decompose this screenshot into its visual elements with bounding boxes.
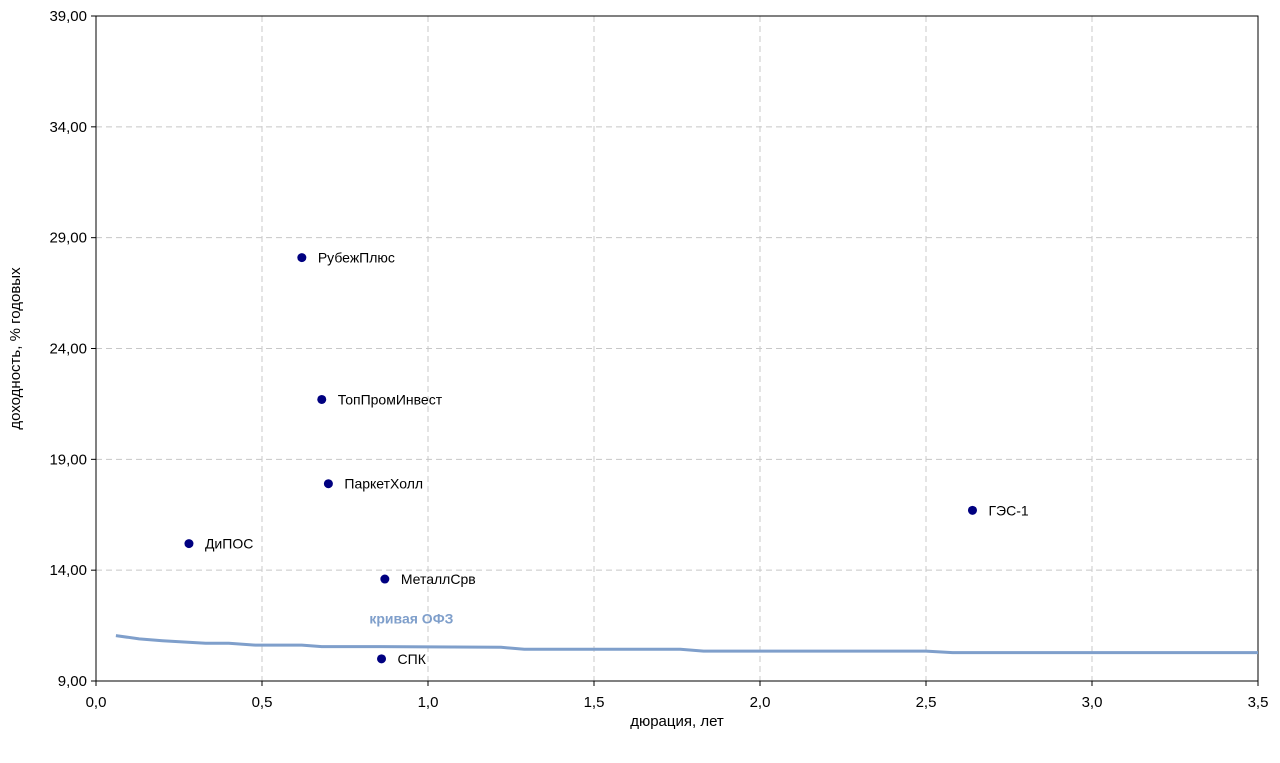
ofz-curve-label: кривая ОФЗ <box>369 610 453 626</box>
x-tick-label: 0,0 <box>86 694 107 711</box>
data-point <box>184 539 194 549</box>
y-tick-label: 14,00 <box>49 562 87 579</box>
x-axis-title: дюрация, лет <box>630 713 724 730</box>
y-axis-title: доходность, % годовых <box>7 267 24 430</box>
x-tick-label: 3,5 <box>1248 694 1269 711</box>
data-point-label: ДиПОС <box>205 536 253 552</box>
gridlines <box>96 16 1258 681</box>
y-tick-label: 9,00 <box>58 673 87 690</box>
data-point-label: СПК <box>398 651 427 667</box>
y-tick-label: 34,00 <box>49 119 87 136</box>
y-tick-label: 19,00 <box>49 451 87 468</box>
ofz-curve-line <box>115 634 1258 655</box>
x-tick-label: 2,5 <box>916 694 937 711</box>
x-tick-label: 2,0 <box>750 694 771 711</box>
bond-points-series: РубежПлюс ТопПромИнвест ПаркетХолл ДиПОС Мет… <box>184 250 1029 667</box>
data-point <box>297 253 307 263</box>
ofz-curve-series: кривая ОФЗ <box>115 610 1258 655</box>
data-point <box>377 654 387 664</box>
y-tick-label: 39,00 <box>49 8 87 25</box>
y-tick-label: 29,00 <box>49 230 87 247</box>
data-point <box>380 574 390 584</box>
data-point <box>317 394 327 404</box>
x-tick-label: 1,0 <box>418 694 439 711</box>
data-point-label: ПаркетХолл <box>344 476 423 492</box>
x-tick-label: 0,5 <box>252 694 273 711</box>
x-tick-label: 1,5 <box>584 694 605 711</box>
data-point <box>323 479 333 489</box>
x-tick-label: 3,0 <box>1082 694 1103 711</box>
data-point-label: МеталлСрв <box>401 571 476 587</box>
data-point <box>967 505 977 515</box>
data-point-label: ТопПромИнвест <box>338 391 443 407</box>
axes: 0,0 0,5 1,0 1,5 2,0 2,5 3,0 3,5 9,00 14,00 19,00 24… <box>49 8 1268 711</box>
y-tick-label: 24,00 <box>49 341 87 358</box>
data-point-label: РубежПлюс <box>318 250 395 266</box>
data-point-label: ГЭС-1 <box>988 502 1028 518</box>
